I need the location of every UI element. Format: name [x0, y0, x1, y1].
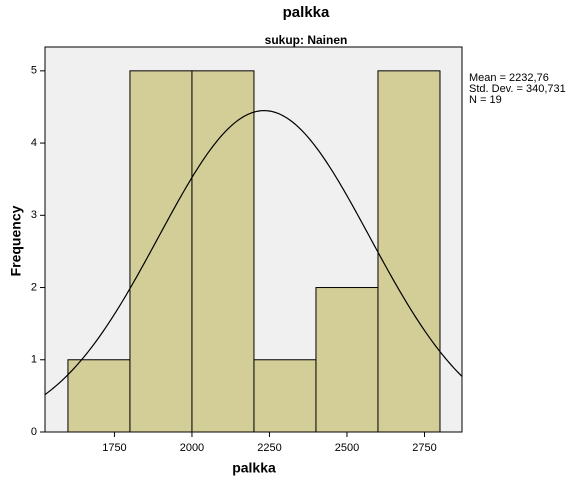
x-tick-label: 2750: [412, 442, 436, 454]
x-tick-label: 1750: [102, 442, 126, 454]
chart-subtitle: sukup: Nainen: [265, 33, 348, 47]
y-tick-label: 4: [31, 137, 37, 149]
stat-mean: Mean = 2232,76: [469, 72, 549, 84]
bar: [129, 70, 193, 433]
y-tick-label: 0: [31, 426, 37, 438]
normal-curve: [44, 110, 463, 396]
bar: [315, 287, 379, 433]
y-axis-label: Frequency: [8, 205, 24, 276]
y-tick-label: 2: [31, 281, 37, 293]
y-tick-label: 1: [31, 354, 37, 366]
stat-sd: Std. Dev. = 340,731: [469, 83, 566, 95]
stat-n: N = 19: [469, 94, 502, 106]
x-axis-label: palkka: [232, 460, 276, 476]
y-tick-label: 5: [31, 65, 37, 77]
x-tick-label: 2500: [335, 442, 359, 454]
bar: [253, 359, 317, 433]
y-tick-label: 3: [31, 209, 37, 221]
x-tick-label: 2250: [257, 442, 281, 454]
bar: [377, 70, 441, 433]
x-tick-label: 2000: [180, 442, 204, 454]
chart-title: palkka: [283, 4, 330, 21]
bar: [191, 70, 255, 433]
bar: [67, 359, 131, 433]
